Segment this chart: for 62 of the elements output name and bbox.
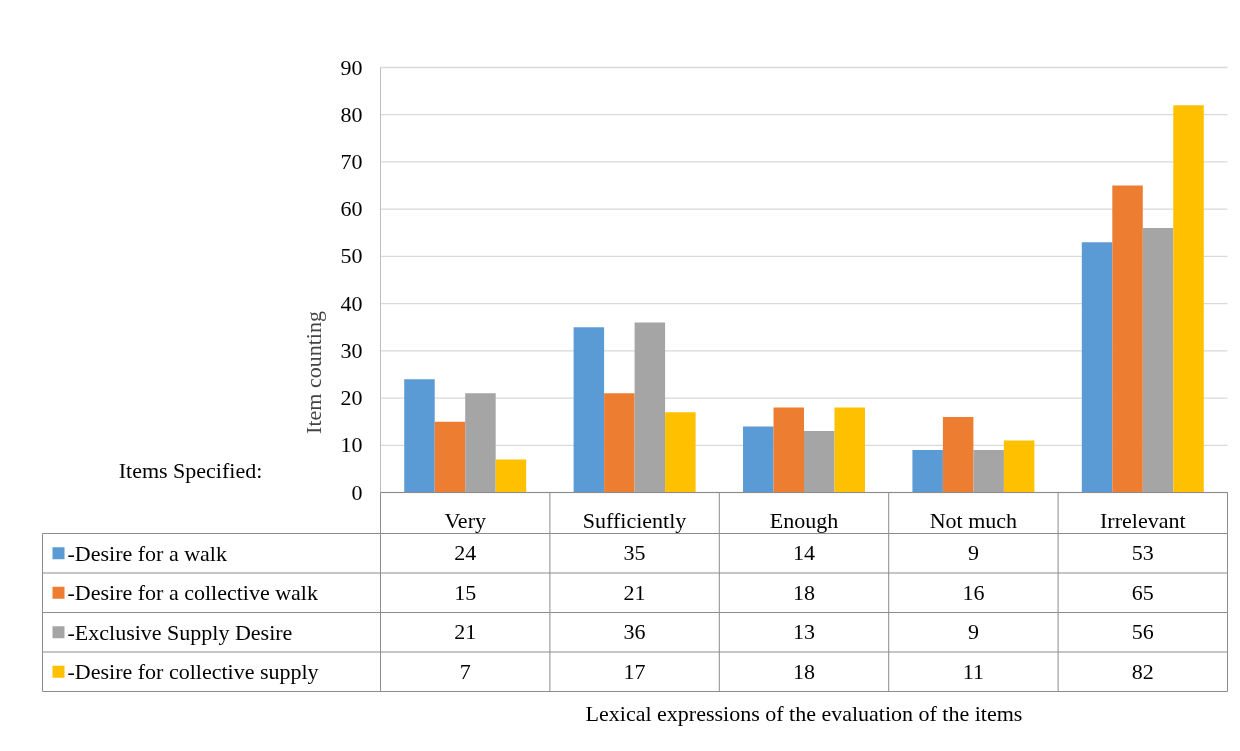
legend-label: -Desire for a collective walk [67,580,318,606]
x-tick-label: Enough [769,507,839,533]
legend-label: -Exclusive Supply Desire [67,619,293,645]
bar [634,322,666,493]
y-tick-label: 40 [340,290,363,316]
bar [404,379,435,493]
data-label: 82 [1131,658,1154,684]
data-label: 14 [793,540,815,566]
bar [1003,440,1035,493]
y-tick-label: 60 [340,196,363,222]
bar [743,426,774,493]
x-tick-label: Sufficiently [582,507,687,533]
y-tick-label: 70 [340,148,363,174]
data-label: 17 [623,658,646,684]
y-axis-title: Item counting [300,311,326,434]
bar [1173,105,1204,493]
bar [1081,242,1113,493]
bar [665,412,696,493]
bar [604,393,635,493]
data-label: 13 [793,619,815,645]
text: Lexical expressions of the evaluation of the items [585,701,1023,726]
y-tick-label: 90 [340,54,363,80]
bar [434,421,466,493]
data-label: 15 [454,579,477,605]
y-tick-label: 50 [340,243,363,269]
bar [973,450,1004,493]
bar [834,407,865,493]
y-tick-label: 30 [340,337,363,363]
x-tick-label: Irrelevant [1100,507,1186,533]
bar [465,393,496,493]
data-label: 21 [454,619,477,645]
data-label: 7 [459,658,471,684]
legend-label: -Desire for a walk [67,540,227,566]
bar [912,450,943,493]
data-label: 24 [454,540,477,566]
y-tick-label: 80 [340,101,363,127]
bar [942,416,974,493]
bar [573,327,605,493]
data-label: 53 [1131,540,1154,566]
data-label: 16 [962,579,985,605]
bar [773,407,804,493]
legend-label: -Desire for collective supply [67,659,319,685]
data-label: 56 [1131,619,1154,645]
text: Items Specified: [118,458,263,483]
data-label: 65 [1131,579,1154,605]
x-tick-label: Very [444,507,486,533]
data-label: 9 [967,619,979,645]
x-tick-label: Not much [929,507,1018,533]
data-label: 21 [623,579,646,605]
bar [1112,185,1143,493]
y-tick-label: 20 [340,385,363,411]
data-label: 9 [967,540,979,566]
bar [804,431,835,493]
data-label: 18 [793,579,815,605]
y-tick-label: 10 [340,432,363,458]
data-label: 36 [623,619,646,645]
bar [1142,228,1174,493]
y-tick-label: 0 [351,479,363,505]
data-label: 35 [623,540,646,566]
data-label: 11 [962,658,984,684]
bar [495,459,527,493]
data-label: 18 [793,658,815,684]
